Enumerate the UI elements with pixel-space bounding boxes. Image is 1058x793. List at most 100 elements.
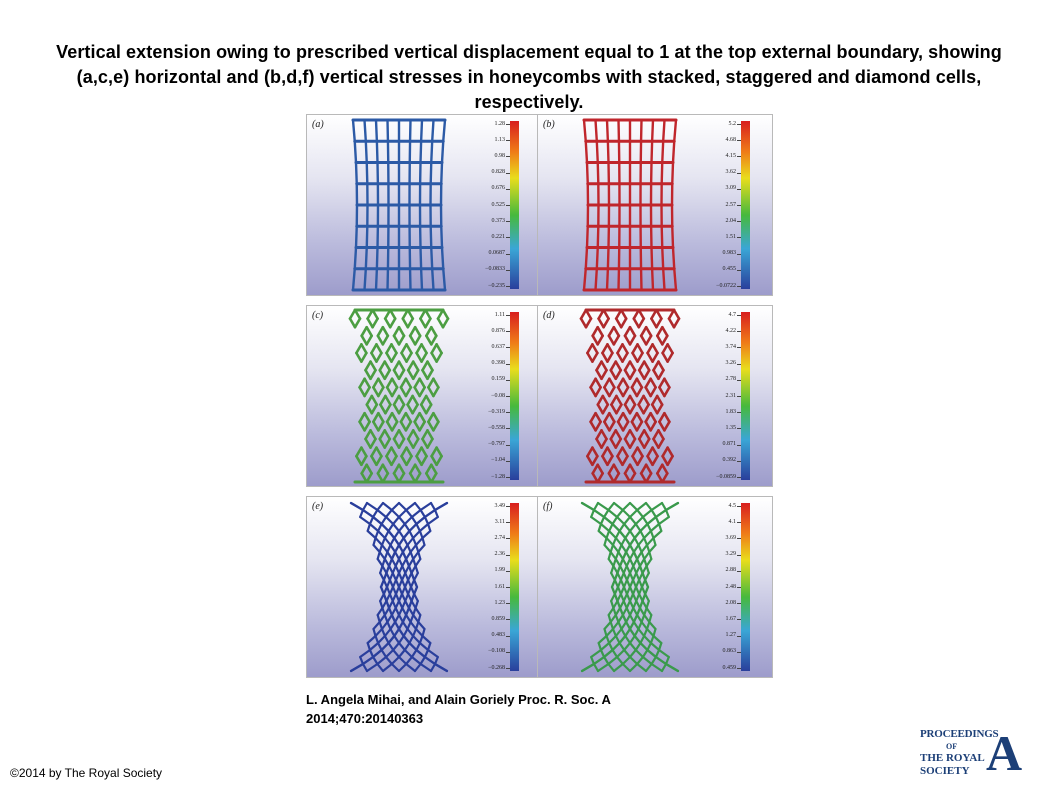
lattice-edge bbox=[376, 557, 384, 568]
lattice-edge bbox=[637, 368, 646, 381]
honeycomb-figure bbox=[582, 118, 678, 292]
lattice-edge bbox=[641, 592, 647, 603]
colorbar bbox=[741, 312, 750, 480]
lattice-edge bbox=[388, 571, 394, 582]
lattice-edge bbox=[380, 620, 389, 631]
colorbar-tick bbox=[506, 253, 510, 255]
lattice-edge bbox=[370, 446, 378, 458]
panel-c: (c) 1.11 0.876 0.637 0.398 0.159 −0.08 −0.319 −… bbox=[306, 305, 542, 487]
lattice-edge bbox=[364, 429, 372, 441]
lattice-edge bbox=[407, 599, 413, 610]
colorbar-tick-label: 2.74 bbox=[494, 534, 506, 541]
lattice-edge bbox=[382, 571, 388, 582]
lattice-edge bbox=[657, 429, 665, 441]
lattice-edge bbox=[603, 420, 611, 432]
colorbar-tick bbox=[737, 396, 741, 397]
lattice-edge bbox=[361, 655, 375, 666]
colorbar-tick-label: 0.983 bbox=[722, 250, 737, 257]
lattice-edge bbox=[432, 411, 440, 424]
colorbar-tick-label: 3.11 bbox=[494, 518, 505, 525]
colorbar-tick bbox=[506, 668, 510, 669]
colorbar-tick-label: 0.0687 bbox=[488, 250, 506, 257]
lattice-edge bbox=[374, 627, 384, 638]
lattice-edge bbox=[353, 317, 362, 329]
lattice-edge bbox=[415, 522, 421, 533]
lattice-edge bbox=[389, 620, 397, 631]
lattice-edge bbox=[628, 599, 635, 610]
lattice-edge bbox=[410, 648, 418, 659]
lattice-edge bbox=[379, 403, 387, 415]
lattice-edge bbox=[419, 394, 428, 406]
lattice-edge bbox=[661, 343, 669, 355]
colorbar-tick-label: 4.7 bbox=[728, 311, 737, 318]
lattice-edge bbox=[383, 368, 392, 381]
lattice-edge bbox=[371, 317, 379, 329]
lattice-edge bbox=[365, 334, 373, 346]
lattice-edge bbox=[360, 351, 368, 363]
lattice-edge bbox=[614, 317, 623, 329]
colorbar-tick bbox=[737, 379, 741, 381]
lattice-edge bbox=[625, 543, 632, 554]
lattice-edge bbox=[363, 118, 368, 143]
lattice-edge bbox=[387, 606, 393, 617]
lattice-edge bbox=[657, 522, 663, 533]
lattice-edge bbox=[646, 515, 657, 526]
lattice-edge bbox=[599, 522, 611, 533]
colorbar-tick bbox=[737, 460, 741, 462]
lattice-edge bbox=[621, 550, 628, 561]
lattice-edge bbox=[636, 501, 648, 512]
lattice-edge bbox=[397, 394, 406, 406]
lattice-edge bbox=[615, 515, 626, 526]
colorbar-tick bbox=[737, 269, 741, 271]
lattice-edge bbox=[650, 317, 658, 329]
lattice-edge bbox=[637, 437, 646, 449]
lattice-edge bbox=[644, 325, 653, 338]
lattice-edge bbox=[595, 368, 603, 381]
colorbar-tick-label: −0.558 bbox=[488, 424, 505, 431]
lattice-edge bbox=[642, 437, 651, 449]
lattice-edge bbox=[385, 578, 391, 589]
lattice-edge bbox=[625, 620, 632, 631]
lattice-edge bbox=[375, 446, 383, 458]
lattice-edge bbox=[390, 343, 398, 355]
lattice-edge bbox=[383, 634, 390, 645]
lattice-edge bbox=[671, 225, 675, 249]
lattice-edge bbox=[392, 368, 401, 381]
honeycomb-figure bbox=[579, 308, 681, 484]
lattice-edge bbox=[624, 529, 632, 540]
panel-letter: (f) bbox=[543, 501, 553, 512]
logo-line-the-royal: THE ROYAL bbox=[920, 752, 985, 764]
lattice-edge bbox=[667, 317, 676, 329]
lattice-edge bbox=[427, 420, 435, 432]
lattice-edge bbox=[657, 437, 665, 449]
lattice-edge bbox=[408, 634, 415, 645]
colorbar-tick-label: 1.35 bbox=[725, 424, 737, 431]
lattice-edge bbox=[628, 571, 635, 582]
lattice-edge bbox=[390, 446, 398, 458]
lattice-edge bbox=[351, 118, 356, 143]
lattice-edge bbox=[429, 501, 437, 512]
lattice-edge bbox=[375, 246, 379, 270]
lattice-edge bbox=[432, 377, 440, 389]
lattice-edge bbox=[406, 394, 414, 406]
lattice-edge bbox=[390, 655, 401, 666]
logo-letter-a: A bbox=[986, 725, 1023, 781]
lattice-edge bbox=[380, 641, 390, 652]
panel-letter: (a) bbox=[312, 119, 324, 130]
lattice-edge bbox=[435, 446, 443, 458]
lattice-edge bbox=[397, 634, 405, 645]
lattice-edge bbox=[614, 437, 623, 449]
lattice-edge bbox=[388, 585, 395, 596]
lattice-edge bbox=[628, 368, 637, 381]
lattice-edge bbox=[414, 606, 422, 617]
lattice-edge bbox=[433, 662, 449, 673]
lattice-edge bbox=[656, 463, 664, 475]
lattice-edge bbox=[614, 627, 623, 638]
lattice-edge bbox=[366, 529, 377, 540]
panel-letter: (b) bbox=[543, 119, 555, 130]
lattice-edge bbox=[646, 648, 657, 659]
lattice-edge bbox=[427, 411, 435, 424]
lattice-edge bbox=[636, 454, 644, 467]
lattice-edge bbox=[620, 620, 628, 631]
lattice-edge bbox=[595, 246, 599, 270]
